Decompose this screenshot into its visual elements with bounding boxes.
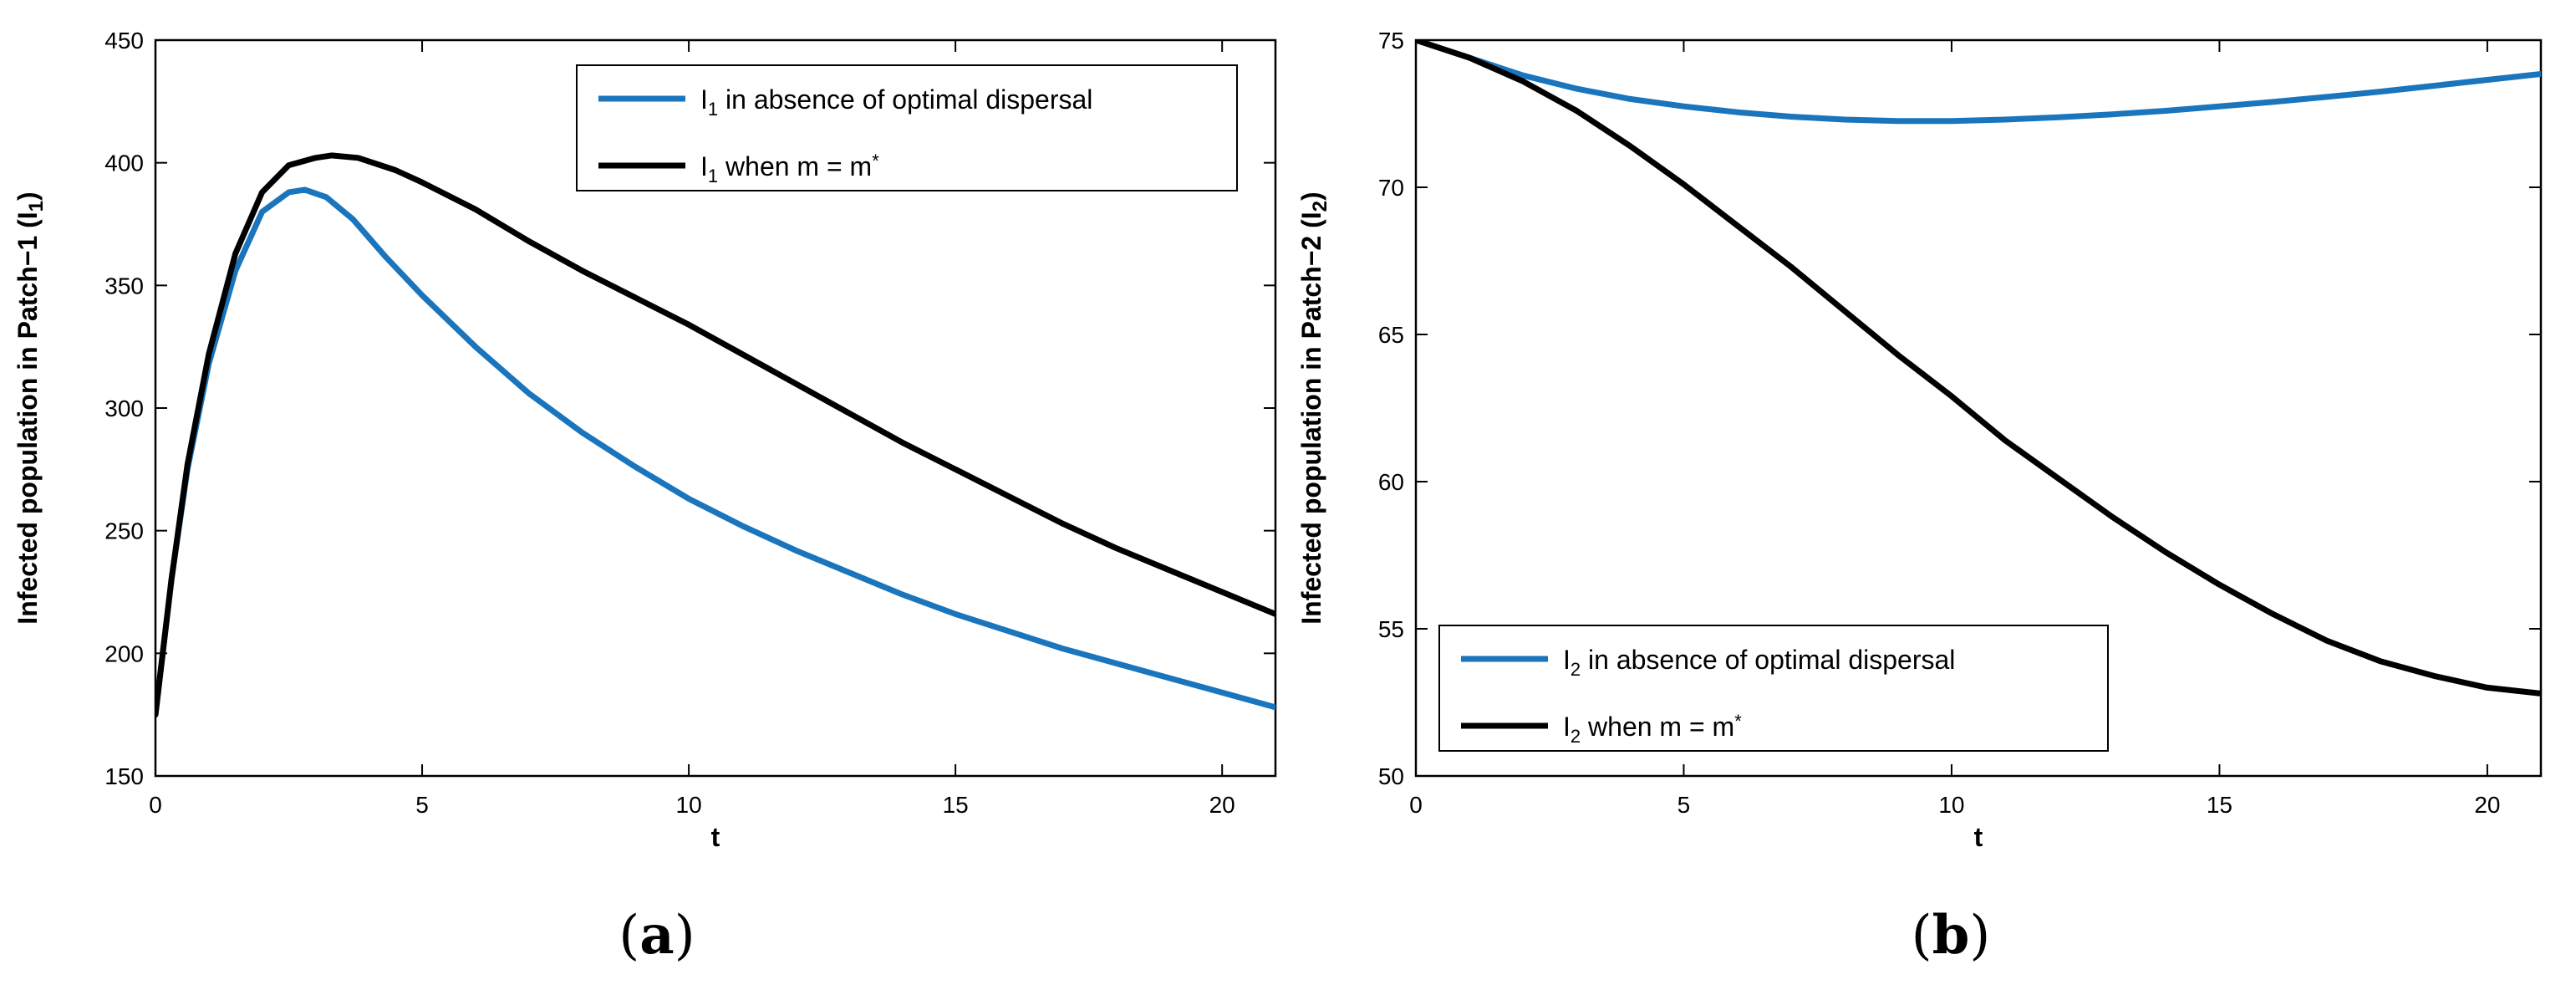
y-axis-label: Infected population in Patch−2 (I2): [1296, 191, 1331, 624]
y-tick-label: 350: [104, 273, 144, 299]
y-tick-label: 150: [104, 763, 144, 789]
x-tick-label: 10: [1938, 792, 1964, 818]
legend-entry: I2 when m = m*: [1563, 711, 1742, 747]
series-line-optimal: [155, 152, 1275, 718]
legend-entry-text: in absence of optimal dispersal: [1581, 645, 1955, 675]
legend-entry-main: I: [700, 84, 708, 115]
legend-entry-sup: *: [1734, 711, 1742, 732]
y-axis-label-sub: 2: [1309, 201, 1331, 212]
legend-entry-main: I: [700, 151, 708, 181]
panel-label: (b): [1912, 904, 1991, 967]
series-line-optimal: [1416, 40, 2541, 697]
y-tick-label: 400: [104, 151, 144, 176]
series-line-absence: [155, 186, 1275, 718]
x-axis-label: t: [711, 822, 720, 852]
legend-entry: I2 in absence of optimal dispersal: [1563, 645, 1955, 680]
panel-a: 0 5 10 15 20 150 200 250 300 350 400 450 t Infected p…: [13, 28, 1277, 967]
panel-label-open: (: [1912, 905, 1932, 967]
x-tick-label: 0: [1409, 792, 1423, 818]
y-axis-label-close: ): [1296, 191, 1326, 201]
legend-entry-sub: 1: [708, 99, 718, 120]
panel-b: 0 5 10 15 20 50 55 60 65 70 75 t Infected population…: [1296, 28, 2543, 967]
panel-label-close: ): [1969, 905, 1990, 967]
y-tick-label: 200: [104, 641, 144, 666]
x-tick-label: 20: [2474, 792, 2500, 818]
legend-entry: I1 when m = m*: [700, 151, 879, 186]
legend-box: [1438, 625, 2109, 752]
panel-label-letter: a: [639, 904, 674, 967]
y-tick-label: 75: [1378, 28, 1404, 54]
x-tick-label: 10: [676, 792, 702, 818]
y-tick-label: 55: [1378, 616, 1404, 642]
y-axis-label-close: ): [13, 191, 43, 201]
legend-box: [576, 64, 1238, 191]
legend-entry-text: when m = m: [1581, 712, 1734, 742]
y-axis-label-sub: 1: [25, 201, 48, 212]
legend-entry-sub: 2: [1571, 659, 1581, 680]
x-axis-label: t: [1974, 822, 1983, 852]
legend-entry-sub: 2: [1571, 726, 1581, 747]
y-tick-label: 50: [1378, 763, 1404, 789]
y-tick-label: 300: [104, 396, 144, 421]
panel-label-open: (: [619, 905, 639, 967]
legend-entry-text: when m = m: [718, 151, 872, 181]
x-tick-label: 20: [1209, 792, 1235, 818]
x-tick-label: 5: [1677, 792, 1691, 818]
y-tick-label: 70: [1378, 175, 1404, 201]
legend-entry-sub: 1: [708, 166, 718, 186]
x-tick-label: 15: [943, 792, 969, 818]
x-tick-label: 15: [2207, 792, 2232, 818]
y-tick-label: 60: [1378, 469, 1404, 495]
legend-entry-main: I: [1563, 712, 1571, 742]
y-axis-label-main: Infected population in Patch−1 (I: [13, 212, 43, 624]
series-line-absence: [1416, 40, 2541, 125]
panel-label: (a): [619, 904, 695, 967]
x-tick-label: 5: [415, 792, 429, 818]
panel-label-close: ): [675, 905, 695, 967]
legend-entry-text: in absence of optimal dispersal: [718, 84, 1092, 115]
y-tick-label: 250: [104, 518, 144, 544]
y-axis-label-main: Infected population in Patch−2 (I: [1296, 212, 1326, 624]
legend-entry-main: I: [1563, 645, 1571, 675]
legend-entry-sup: *: [872, 151, 879, 171]
x-tick-label: 0: [149, 792, 162, 818]
y-tick-label: 450: [104, 28, 144, 54]
y-tick-label: 65: [1378, 322, 1404, 348]
panel-label-letter: b: [1932, 904, 1970, 967]
y-axis-label: Infected population in Patch−1 (I1): [13, 191, 48, 624]
legend-entry: I1 in absence of optimal dispersal: [700, 84, 1092, 120]
